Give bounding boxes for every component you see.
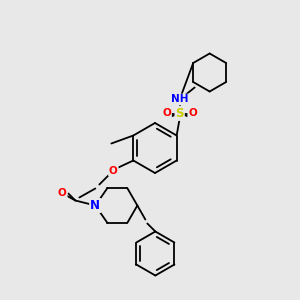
Text: NH: NH: [171, 94, 188, 104]
Text: O: O: [109, 166, 118, 176]
Text: S: S: [176, 107, 184, 120]
Text: O: O: [162, 109, 171, 118]
Text: O: O: [188, 109, 197, 118]
Text: O: O: [58, 188, 67, 197]
Text: N: N: [90, 199, 100, 212]
Text: N: N: [90, 199, 100, 212]
